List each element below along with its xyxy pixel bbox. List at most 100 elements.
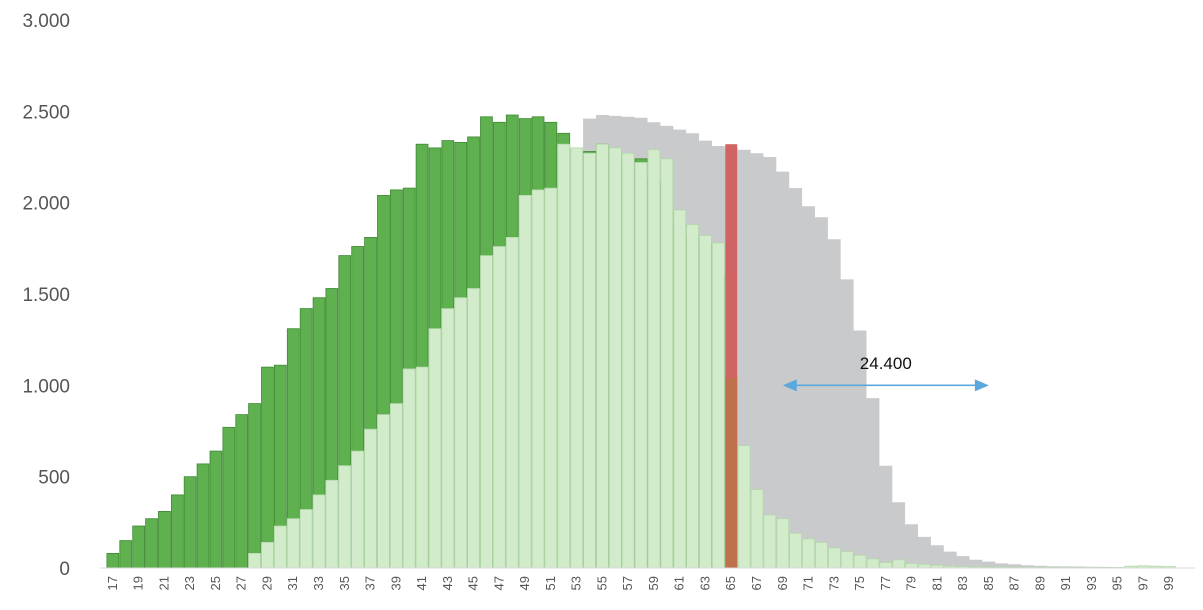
bar-series-1-x20: [145, 518, 158, 569]
x-tick-label: 97: [1136, 576, 1151, 590]
bar-series-1-x28: [248, 403, 261, 569]
bar-series-1-x25: [209, 450, 223, 569]
x-axis-tick-labels: 17 19 21 23 25 27 29 31 33 35 37 39 41 43 45 47 49 51 53 55…: [105, 576, 1176, 590]
bar-series-2-x36: [351, 450, 365, 569]
x-tick-label: 81: [929, 576, 944, 590]
bar-series-2-x51: [544, 187, 558, 569]
bar-series-2-x53: [570, 147, 584, 569]
bar-series-2-x66: [737, 445, 751, 569]
bar-series-2-x77: [879, 562, 893, 569]
bar-series-2-x64: [712, 242, 725, 569]
bar-series-2-x44: [454, 297, 468, 569]
bar-series-2-x75: [853, 554, 867, 569]
bar-series-2-x69: [776, 518, 790, 569]
bar-series-2-x76: [866, 558, 880, 569]
bar-series-1-x22: [170, 494, 184, 569]
x-tick-label: 45: [466, 576, 481, 590]
bars-layer: [106, 114, 1176, 569]
x-tick-label: 31: [285, 576, 300, 590]
bar-series-2-x61: [673, 209, 687, 569]
x-tick-label: 37: [363, 576, 378, 590]
arrow-right-icon: [974, 379, 989, 392]
bar-series-1-x29: [261, 366, 274, 569]
x-tick-label: 89: [1032, 576, 1047, 590]
bar-series-2-x67: [750, 489, 764, 569]
x-tick-label: 91: [1058, 576, 1073, 590]
x-tick-label: 49: [517, 576, 532, 590]
bar-series-3-x65: [725, 144, 738, 568]
bar-series-1-x27: [235, 414, 249, 569]
bar-series-2-x57: [621, 152, 635, 569]
bar-series-2-x47: [492, 246, 506, 569]
y-tick-label: 1.000: [22, 376, 70, 397]
y-tick-label: 3.000: [22, 11, 70, 32]
x-tick-label: 55: [594, 576, 609, 590]
bar-series-2-x46: [480, 255, 493, 569]
bar-series-2-x28: [248, 553, 261, 569]
x-tick-label: 17: [105, 576, 120, 590]
bar-series-1-x19: [132, 525, 145, 569]
bar-series-2-x35: [338, 465, 352, 569]
x-tick-label: 79: [904, 576, 919, 590]
x-tick-label: 53: [569, 576, 584, 590]
bar-series-2-x71: [802, 538, 815, 569]
bar-series-2-x42: [428, 328, 442, 569]
bar-series-2-x41: [415, 366, 429, 569]
x-tick-label: 59: [646, 576, 661, 590]
y-axis-tick-labels: 0 500 1.000 1.500 2.000 2.500 3.000: [22, 11, 70, 580]
x-tick-label: 21: [156, 576, 171, 590]
bar-series-1-x17: [106, 553, 120, 569]
y-tick-label: 2.500: [22, 102, 70, 123]
bar-series-2-x70: [789, 532, 803, 569]
bar-series-1-x18: [119, 540, 133, 569]
x-tick-label: 95: [1110, 576, 1125, 590]
bar-series-2-x62: [686, 224, 699, 569]
bar-series-1-x24: [196, 463, 210, 569]
bar-series-2-x31: [286, 518, 300, 569]
bar-series-2-x72: [815, 542, 828, 569]
annotation-label: 24.400: [860, 354, 912, 373]
bar-series-2-x78: [892, 559, 906, 569]
x-tick-label: 25: [208, 576, 223, 590]
x-tick-label: 35: [337, 576, 352, 590]
x-tick-label: 71: [801, 576, 816, 590]
bar-series-1-x23: [183, 476, 197, 569]
bar-series-2-x32: [299, 509, 313, 569]
x-tick-label: 85: [981, 576, 996, 590]
x-tick-label: 33: [311, 576, 326, 590]
bar-series-2-x79: [905, 563, 918, 569]
x-tick-label: 19: [131, 576, 146, 590]
bar-series-2-x37: [364, 428, 377, 569]
y-tick-label: 500: [38, 468, 70, 489]
bar-series-2-x49: [518, 194, 532, 569]
bar-series-2-x74: [840, 551, 854, 569]
x-tick-label: 23: [182, 576, 197, 590]
bar-series-2-x43: [441, 308, 455, 569]
bar-series-2-x29: [261, 542, 274, 569]
bar-series-2-x39: [389, 403, 403, 569]
bar-series-2-x58: [634, 162, 648, 569]
x-tick-label: 73: [826, 576, 841, 590]
bar-series-2-x59: [647, 149, 661, 569]
bar-series-2-x45: [467, 288, 480, 569]
y-tick-label: 0: [59, 559, 70, 580]
bar-series-2-x55: [596, 143, 609, 569]
annotation-layer: 24.400: [782, 354, 989, 392]
x-tick-label: 47: [491, 576, 506, 590]
bar-series-1-x26: [222, 426, 236, 569]
x-tick-label: 27: [234, 576, 249, 590]
bar-series-4-x65: [725, 378, 738, 568]
x-tick-label: 83: [955, 576, 970, 590]
x-tick-label: 65: [723, 576, 738, 590]
bar-series-2-x68: [763, 514, 777, 569]
x-tick-label: 61: [672, 576, 687, 590]
bar-series-2-x73: [828, 547, 841, 569]
bar-series-2-x63: [699, 235, 712, 569]
x-tick-label: 39: [388, 576, 403, 590]
bar-series-2-x54: [583, 152, 596, 569]
x-tick-label: 75: [852, 576, 867, 590]
x-tick-label: 51: [543, 576, 558, 590]
x-tick-label: 99: [1161, 576, 1176, 590]
bar-series-2-x38: [377, 414, 390, 569]
